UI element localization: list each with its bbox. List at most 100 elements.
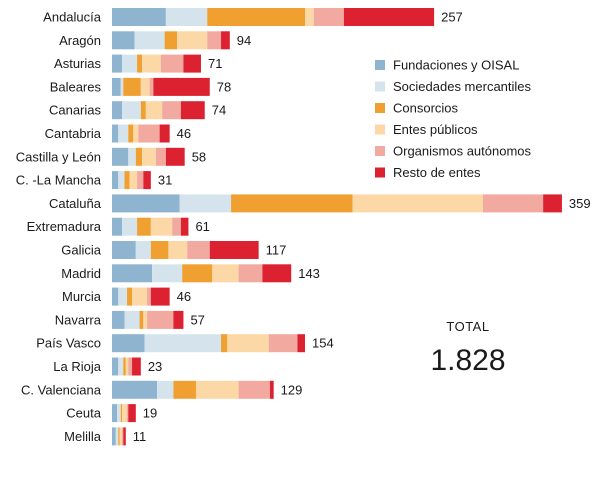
bar-ceuta-resto-de-entes bbox=[128, 404, 136, 423]
bar-andalucia-entes-publicos bbox=[305, 8, 314, 26]
value-label-melilla: 11 bbox=[133, 429, 147, 444]
legend-swatch-resto-de-entes bbox=[375, 167, 385, 178]
bar-castilla-y-leon-sociedades-mercantiles bbox=[128, 147, 136, 166]
category-label-navarra: Navarra bbox=[55, 312, 102, 327]
bar-cataluna-organismos-autonomos bbox=[482, 194, 544, 213]
bar-cataluna-sociedades-mercantiles bbox=[179, 194, 232, 213]
category-label-murcia: Murcia bbox=[62, 289, 102, 304]
bar-madrid-entes-publicos bbox=[212, 264, 239, 283]
bar-canarias-sociedades-mercantiles bbox=[122, 101, 141, 120]
bar-castilla-y-leon-entes-publicos bbox=[142, 147, 156, 166]
bar-andalucia-sociedades-mercantiles bbox=[165, 8, 208, 26]
bar-baleares-consorcios bbox=[123, 77, 141, 96]
bar-asturias-organismos-autonomos bbox=[160, 54, 184, 73]
legend: Fundaciones y OISAL Sociedades mercantile… bbox=[375, 58, 532, 180]
bar-baleares-sociedades-mercantiles bbox=[120, 77, 124, 96]
bar-murcia-sociedades-mercantiles bbox=[118, 287, 128, 306]
bar-madrid-consorcios bbox=[182, 264, 213, 283]
bar-castilla-y-leon-fundaciones-y-oisal bbox=[112, 147, 129, 166]
value-labels: 2579471787446583135961117143465715423129… bbox=[133, 10, 591, 444]
bar-canarias-resto-de-entes bbox=[180, 101, 205, 120]
legend-label-sociedades-mercantiles: Sociedades mercantiles bbox=[393, 79, 532, 94]
value-label-canarias: 74 bbox=[212, 103, 226, 118]
category-label-ceuta: Ceuta bbox=[66, 406, 101, 421]
value-label-la-rioja: 23 bbox=[148, 359, 162, 374]
bar-c-valenciana-entes-publicos bbox=[195, 380, 239, 399]
value-label-cataluna: 359 bbox=[569, 196, 591, 211]
bar-pais-vasco-consorcios bbox=[221, 334, 228, 353]
bar-c-valenciana-fundaciones-y-oisal bbox=[112, 380, 158, 399]
bar-extremadura-fundaciones-y-oisal bbox=[112, 217, 123, 236]
bar-canarias-organismos-autonomos bbox=[162, 101, 181, 120]
bar-pais-vasco-fundaciones-y-oisal bbox=[112, 334, 145, 353]
bar-cantabria-sociedades-mercantiles bbox=[118, 124, 129, 143]
category-label-madrid: Madrid bbox=[61, 266, 101, 281]
bar-melilla-consorcios bbox=[118, 427, 120, 446]
bar-baleares-resto-de-entes bbox=[153, 77, 210, 96]
bar-cataluna-resto-de-entes bbox=[543, 194, 562, 213]
bar-asturias-fundaciones-y-oisal bbox=[112, 54, 123, 73]
total-value: 1.828 bbox=[430, 344, 505, 377]
value-label-baleares: 78 bbox=[217, 79, 231, 94]
bar-pais-vasco-organismos-autonomos bbox=[268, 334, 298, 353]
bars-layer bbox=[112, 8, 562, 446]
bar-c-valenciana-organismos-autonomos bbox=[238, 380, 270, 399]
bar-madrid-organismos-autonomos bbox=[238, 264, 263, 283]
bar-c-valenciana-sociedades-mercantiles bbox=[157, 380, 174, 399]
bar-melilla-resto-de-entes bbox=[123, 427, 126, 446]
bar-aragon-sociedades-mercantiles bbox=[134, 31, 165, 50]
bar-murcia-fundaciones-y-oisal bbox=[112, 287, 119, 306]
category-label-galicia: Galicia bbox=[61, 243, 102, 258]
bar-aragon-consorcios bbox=[164, 31, 178, 50]
bar-navarra-consorcios bbox=[139, 310, 144, 329]
bar-galicia-fundaciones-y-oisal bbox=[112, 241, 136, 259]
legend-label-entes-publicos: Entes públicos bbox=[393, 122, 478, 137]
bar-andalucia-fundaciones-y-oisal bbox=[112, 8, 166, 26]
bar-cantabria-entes-publicos bbox=[133, 124, 139, 143]
bar-la-rioja-organismos-autonomos bbox=[128, 357, 133, 376]
bar-asturias-sociedades-mercantiles bbox=[122, 54, 138, 73]
bar-extremadura-consorcios bbox=[137, 217, 151, 236]
bar-murcia-organismos-autonomos bbox=[147, 287, 151, 306]
bar-navarra-sociedades-mercantiles bbox=[124, 310, 140, 329]
bar-navarra-fundaciones-y-oisal bbox=[112, 310, 125, 329]
bar-galicia-resto-de-entes bbox=[209, 241, 259, 259]
legend-swatch-consorcios bbox=[375, 103, 385, 113]
category-label-cantabria: Cantabria bbox=[45, 126, 102, 141]
bar-castilla-y-leon-consorcios bbox=[135, 147, 143, 166]
value-label-galicia: 117 bbox=[266, 243, 287, 258]
value-label-extremadura: 61 bbox=[195, 219, 209, 234]
legend-swatch-organismos-autonomos bbox=[375, 146, 385, 156]
bar-melilla-organismos-autonomos bbox=[122, 427, 124, 446]
category-label-baleares: Baleares bbox=[50, 79, 102, 94]
bar-aragon-resto-de-entes bbox=[221, 31, 230, 50]
bar-galicia-entes-publicos bbox=[168, 241, 188, 259]
category-label-aragon: Aragón bbox=[59, 33, 101, 48]
bar-la-rioja-entes-publicos bbox=[125, 357, 129, 376]
bar-cantabria-organismos-autonomos bbox=[138, 124, 160, 143]
bar-melilla-fundaciones-y-oisal bbox=[112, 427, 116, 446]
bar-c-la-mancha-entes-publicos bbox=[129, 171, 138, 190]
value-label-navarra: 57 bbox=[190, 312, 204, 327]
bar-galicia-sociedades-mercantiles bbox=[135, 241, 151, 259]
bar-navarra-organismos-autonomos bbox=[147, 310, 174, 329]
bar-la-rioja-sociedades-mercantiles bbox=[118, 357, 124, 376]
category-label-andalucia: Andalucía bbox=[43, 10, 102, 25]
legend-swatch-fundaciones-y-oisal bbox=[375, 60, 385, 70]
bar-cantabria-resto-de-entes bbox=[159, 124, 170, 143]
bar-andalucia-organismos-autonomos bbox=[313, 8, 344, 26]
value-label-asturias: 71 bbox=[208, 56, 222, 71]
legend-label-resto-de-entes: Resto de entes bbox=[393, 165, 481, 180]
value-label-c-la-mancha: 31 bbox=[158, 173, 172, 188]
value-label-pais-vasco: 154 bbox=[312, 336, 334, 351]
bar-andalucia-resto-de-entes bbox=[343, 8, 435, 26]
category-label-melilla: Melilla bbox=[64, 429, 102, 444]
bar-castilla-y-leon-resto-de-entes bbox=[165, 147, 185, 166]
bar-pais-vasco-entes-publicos bbox=[227, 334, 269, 353]
bar-baleares-organismos-autonomos bbox=[149, 77, 154, 96]
bar-madrid-resto-de-entes bbox=[262, 264, 292, 283]
category-label-pais-vasco: País Vasco bbox=[36, 336, 101, 351]
bar-c-la-mancha-consorcios bbox=[124, 171, 130, 190]
legend-label-organismos-autonomos: Organismos autónomos bbox=[393, 144, 532, 159]
